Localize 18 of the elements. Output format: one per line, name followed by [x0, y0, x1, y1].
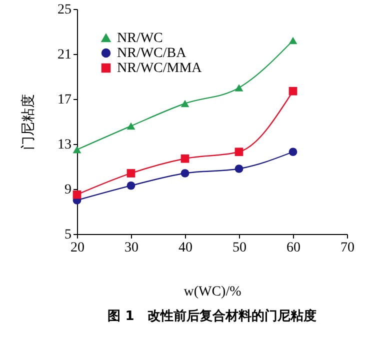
x-tick-label: 50	[232, 240, 246, 256]
y-tick-label: 9	[64, 182, 72, 198]
x-tick-label: 70	[340, 240, 354, 256]
x-tick-label: 20	[70, 240, 84, 256]
legend-label: NR/WC	[117, 31, 163, 46]
legend-label: NR/WC/BA	[117, 46, 188, 61]
x-tick-label: 40	[178, 240, 192, 256]
legend-label: NR/WC/MMA	[117, 61, 203, 76]
y-axis-title: 门尼粘度	[20, 94, 36, 150]
x-tick-label: 60	[286, 240, 300, 256]
x-axis-title: w(WC)/%	[184, 284, 242, 300]
y-tick-label: 13	[58, 138, 72, 152]
y-tick-label: 21	[58, 48, 72, 62]
y-tick-label: 25	[58, 2, 72, 18]
y-tick-label: 5	[64, 228, 72, 242]
text: 图 1 改性前后复合材料的门尼粘度	[108, 308, 316, 324]
x-tick-label: 30	[124, 240, 138, 256]
y-tick-label: 17	[58, 92, 72, 108]
